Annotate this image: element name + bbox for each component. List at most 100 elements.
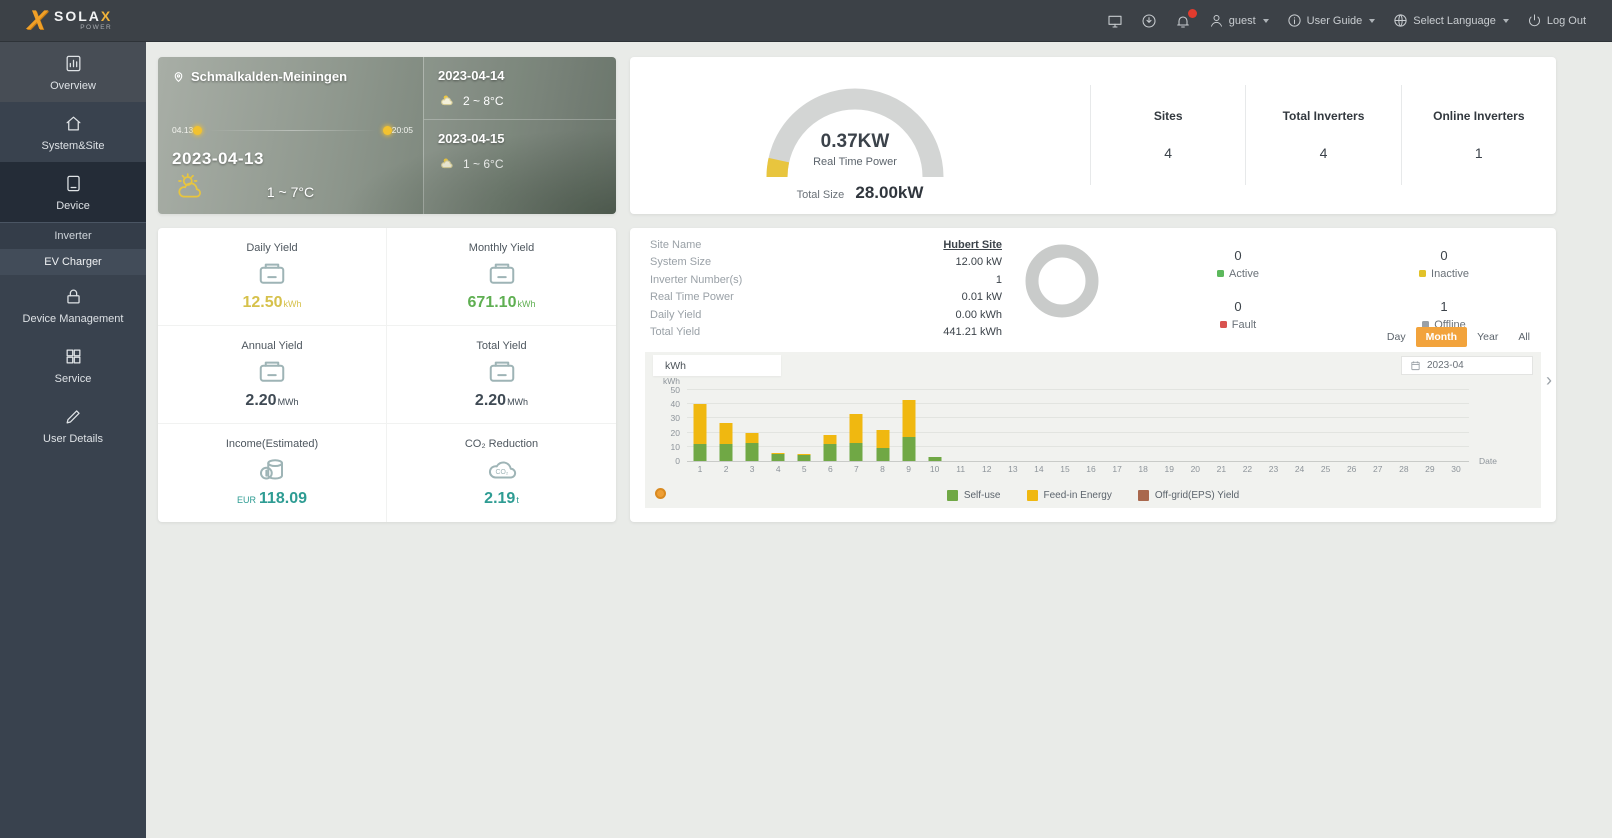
yield-summary-card: Daily Yield 12.50kWh Monthly Yield 671.10kW… <box>158 228 616 522</box>
carousel-pagination-dot[interactable] <box>655 488 666 499</box>
site-info-label: System Size <box>650 256 712 269</box>
sidebar-item-user-details[interactable]: User Details <box>0 395 146 455</box>
site-icon <box>66 116 80 131</box>
site-info-row: Real Time Power 0.01 kW <box>650 289 1002 307</box>
yield-cell-total-yield: Total Yield 2.20MWh <box>387 326 616 424</box>
status-active: 0 Active <box>1135 238 1341 289</box>
legend-swatch <box>1137 490 1149 501</box>
range-tab-all[interactable]: All <box>1508 327 1540 347</box>
person-icon <box>1210 15 1222 27</box>
status-dot-icon <box>1217 270 1225 277</box>
user-menu[interactable]: guest <box>1209 13 1269 28</box>
total-size-value: 28.00kW <box>855 183 924 202</box>
language-menu[interactable]: Select Language <box>1393 13 1509 28</box>
x-axis-tick: 22 <box>1242 464 1253 474</box>
sidebar-item-overview[interactable]: Overview <box>0 42 146 102</box>
site-name-link[interactable]: Hubert Site <box>943 238 1002 251</box>
status-count: 0 <box>1440 247 1448 263</box>
bar-chart-plot: kWh Date 0 10 20 30 40 50 <box>663 376 1497 466</box>
x-axis-tick: 7 <box>854 464 859 474</box>
bar-day-21 <box>1215 390 1228 461</box>
user-menu-label: guest <box>1228 14 1256 27</box>
real-time-power-label: Real Time Power <box>813 156 897 168</box>
sidebar-item-label: Service <box>54 373 92 385</box>
sidebar-item-label: Device <box>56 200 90 212</box>
bar-day-30 <box>1449 390 1462 461</box>
bar-day-16 <box>1085 390 1098 461</box>
legend-label: Self-use <box>963 490 1001 501</box>
logout-button[interactable]: Log Out <box>1527 13 1586 28</box>
legend-swatch <box>946 490 958 501</box>
bar-day-29 <box>1423 390 1436 461</box>
stat-value: 1 <box>1474 145 1483 161</box>
chart-range-tabs: Day Month Year All <box>1376 327 1540 347</box>
download-icon[interactable] <box>1141 13 1157 29</box>
site-info-value: 0.00 kWh <box>955 308 1002 321</box>
sidebar-item-label: Overview <box>50 80 96 92</box>
sidebar-item-device-management[interactable]: Device Management <box>0 275 146 335</box>
site-info-label: Inverter Number(s) <box>650 273 743 286</box>
weather-today-icon <box>172 171 206 206</box>
bar-segment-self-use <box>719 443 733 461</box>
x-axis-tick: 3 <box>749 464 755 474</box>
meter-glyph <box>489 263 514 284</box>
bar-day-8 <box>876 390 889 461</box>
overview-icon <box>66 55 80 72</box>
chevron-down-icon <box>1262 18 1269 23</box>
bar-segment-feed-in-energy <box>797 453 811 456</box>
range-tab-day[interactable]: Day <box>1376 327 1416 347</box>
apps-icon[interactable] <box>1107 13 1123 29</box>
gridline <box>687 431 1469 433</box>
bar-segment-self-use <box>693 443 707 461</box>
range-tab-year[interactable]: Year <box>1467 327 1509 347</box>
chevron-down-icon <box>1369 18 1376 23</box>
notifications-icon[interactable] <box>1175 8 1197 29</box>
sidebar-item-device[interactable]: Device <box>0 162 146 222</box>
gridline <box>687 445 1469 447</box>
bar-day-17 <box>1111 390 1124 461</box>
bar-day-7 <box>849 390 863 461</box>
range-tab-month[interactable]: Month <box>1415 327 1468 347</box>
stat-label: Online Inverters <box>1433 109 1525 123</box>
pencil-icon <box>66 410 80 424</box>
submenu-item-inverter[interactable]: Inverter <box>54 230 92 242</box>
legend-item-feed-in-energy: Feed-in Energy <box>1026 490 1112 501</box>
status-dot-icon <box>1219 321 1227 328</box>
x-axis-tick: 9 <box>906 464 911 474</box>
bar-segment-self-use <box>771 453 785 461</box>
chart-date-picker[interactable]: 2023-04 <box>1401 356 1533 375</box>
x-axis-tick: 30 <box>1451 464 1461 474</box>
site-info-label: Daily Yield <box>650 308 702 321</box>
x-axis-tick: 24 <box>1294 464 1305 474</box>
next-site-arrow[interactable]: › <box>1546 370 1552 390</box>
yield-value: 2.20MWh <box>245 391 299 409</box>
sidebar-item-service[interactable]: Service <box>0 335 146 395</box>
globe-icon <box>1394 14 1407 27</box>
x-axis-tick: 13 <box>1008 464 1018 474</box>
bar-day-9 <box>902 390 916 461</box>
bar-segment-feed-in-energy <box>745 432 759 443</box>
fleet-stats: Sites 4 Total Inverters 4 Online Inverters 1 <box>1090 85 1556 185</box>
co2-glyph: CO₂ <box>488 461 516 479</box>
notifications-glyph <box>1176 15 1189 28</box>
submenu-item-ev-charger[interactable]: EV Charger <box>0 249 146 275</box>
sidebar: Overview System&Site Device Inverter EV Char… <box>0 42 146 838</box>
status-label: Fault <box>1231 318 1257 331</box>
meter-icon <box>257 357 287 387</box>
bar-day-22 <box>1241 390 1254 461</box>
sidebar-item-system-site[interactable]: System&Site <box>0 102 146 162</box>
user-guide-menu[interactable]: User Guide <box>1287 13 1376 28</box>
x-axis-tick: 28 <box>1399 464 1409 474</box>
yield-cell-income-estimated-: Income(Estimated) EUR 118.09 <box>158 424 387 522</box>
bar-segment-feed-in-energy <box>719 422 733 444</box>
x-axis-tick: 6 <box>827 464 833 474</box>
weather-today-panel: Schmalkalden-Meiningen 04.13 20:05 2023-… <box>158 57 423 214</box>
meter-glyph <box>259 263 285 284</box>
bar-day-13 <box>1006 390 1019 461</box>
weather-today-temp: 1 ~ 7°C <box>266 184 315 200</box>
chart-unit-tab[interactable]: kWh <box>653 355 781 376</box>
yield-label: Annual Yield <box>241 339 303 352</box>
y-axis-tick: 40 <box>670 399 680 410</box>
meter-glyph <box>259 361 285 382</box>
